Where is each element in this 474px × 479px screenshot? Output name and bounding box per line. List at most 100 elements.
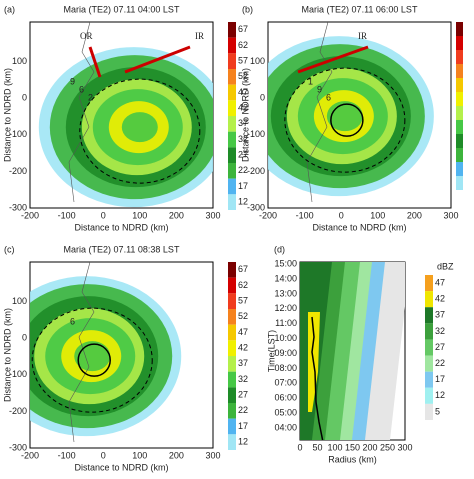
colorbar-swatch xyxy=(228,309,236,325)
y-tick-label: 09:00 xyxy=(274,348,297,358)
radar-echo xyxy=(268,22,434,203)
storm-mark: 6 xyxy=(70,316,75,326)
x-tick-label: 100 xyxy=(327,442,342,452)
colorbar-label: 32 xyxy=(435,326,445,336)
colorbar-label: 37 xyxy=(238,358,248,368)
colorbar-label: 17 xyxy=(238,421,248,431)
rainband-ring xyxy=(31,307,153,413)
panel-label: (c) xyxy=(4,244,15,254)
x-tick-label: 100 xyxy=(132,210,147,220)
colorbar-swatch xyxy=(228,371,236,388)
rmw-line xyxy=(311,316,324,440)
colorbar-label: 32 xyxy=(238,134,248,144)
storm-mark: 1 xyxy=(308,76,313,86)
colorbar-label: 27 xyxy=(435,342,445,352)
colorbar-label: 42 xyxy=(238,103,248,113)
x-axis-label: Distance to NDRD (km) xyxy=(74,462,168,472)
panel-label: (b) xyxy=(242,4,253,14)
y-tick-label: 11:00 xyxy=(275,318,297,328)
y-tick-label: 0 xyxy=(260,93,265,103)
y-tick-label: 13:00 xyxy=(274,288,297,298)
colorbar-swatch xyxy=(425,403,433,420)
colorbar-swatch xyxy=(228,403,236,419)
x-tick-label: 0 xyxy=(297,442,302,452)
panel-title: Maria (TE2) 07.11 06:00 LST xyxy=(302,4,418,14)
y-tick-label: 100 xyxy=(250,56,265,66)
storm-mark: 6 xyxy=(326,92,331,102)
colorbar-label: 52 xyxy=(238,71,248,81)
colorbar-swatch xyxy=(228,147,236,163)
colorbar-label: 5 xyxy=(435,406,440,416)
x-tick-label: 250 xyxy=(380,442,395,452)
colorbar-swatch xyxy=(228,116,236,132)
y-tick-label: -300 xyxy=(9,202,27,212)
colorbar-swatch xyxy=(228,131,236,148)
y-tick-label: 100 xyxy=(12,56,27,66)
y-tick-label: -200 xyxy=(9,406,27,416)
coastline xyxy=(68,22,95,203)
y-tick-label: -200 xyxy=(247,166,265,176)
y-axis-label: Distance to NDRD (km) xyxy=(2,68,12,162)
colorbar-swatch xyxy=(228,434,236,450)
y-tick-label: 14:00 xyxy=(274,273,297,283)
colorbar-swatch xyxy=(228,387,236,403)
colorbar-swatch xyxy=(425,339,433,356)
annotation: IR xyxy=(195,31,204,41)
colorbar-swatch xyxy=(228,356,236,372)
colorbar-swatch xyxy=(456,50,463,64)
y-tick-label: 04:00 xyxy=(274,422,297,432)
y-tick-label: -100 xyxy=(247,129,265,139)
x-tick-label: -100 xyxy=(58,210,76,220)
hovmoller xyxy=(300,262,405,440)
y-tick-label: -300 xyxy=(9,442,27,452)
colorbar-swatch xyxy=(425,355,433,372)
colorbar-label: 62 xyxy=(238,280,248,290)
x-tick-label: 100 xyxy=(370,210,385,220)
y-tick-label: 08:00 xyxy=(274,363,297,373)
arrow xyxy=(124,45,191,74)
colorbar-label: 57 xyxy=(238,56,248,66)
y-axis-label: Distance to NDRD (km) xyxy=(240,68,250,162)
x-tick-label: -200 xyxy=(21,210,39,220)
colorbar-swatch xyxy=(425,291,433,308)
x-tick-label: 300 xyxy=(205,210,220,220)
coastline xyxy=(68,262,95,443)
radar-echo xyxy=(30,262,182,443)
colorbar-label: 17 xyxy=(435,374,445,384)
eye-ring xyxy=(77,343,111,377)
colorbar-swatch xyxy=(456,120,463,134)
colorbar-title: dBZ xyxy=(437,261,454,271)
panel-title: Maria (TE2) 07.11 08:38 LST xyxy=(64,244,180,254)
x-axis-label: Distance to NDRD (km) xyxy=(74,222,168,232)
y-tick-label: 12:00 xyxy=(274,303,297,313)
colorbar-label: 37 xyxy=(435,310,445,320)
x-tick-label: -200 xyxy=(259,210,277,220)
y-tick-label: 06:00 xyxy=(274,393,297,403)
colorbar-swatch xyxy=(228,37,236,54)
colorbar-swatch xyxy=(228,53,236,69)
colorbar-swatch xyxy=(228,100,236,116)
storm-mark: 2 xyxy=(88,92,93,102)
y-tick-label: 0 xyxy=(22,93,27,103)
colorbar-swatch xyxy=(456,148,463,162)
echo-band xyxy=(121,112,158,143)
colorbar-swatch xyxy=(425,387,433,404)
colorbar-label: 12 xyxy=(435,390,445,400)
colorbar-label: 17 xyxy=(238,181,248,191)
x-tick-label: 200 xyxy=(362,442,377,452)
storm-mark: 9 xyxy=(317,84,322,94)
y-tick-label: -300 xyxy=(247,202,265,212)
x-axis-label: Distance to NDRD (km) xyxy=(312,222,406,232)
colorbar-swatch xyxy=(456,92,463,106)
colorbar-label: 67 xyxy=(238,264,248,274)
colorbar-label: 62 xyxy=(238,40,248,50)
colorbar-label: 47 xyxy=(238,87,248,97)
y-tick-label: 0 xyxy=(22,333,27,343)
x-tick-label: -200 xyxy=(21,450,39,460)
arrow xyxy=(297,45,369,74)
colorbar-swatch xyxy=(456,162,463,176)
colorbar-label: 12 xyxy=(238,437,248,447)
colorbar-swatch xyxy=(456,176,463,190)
y-axis-label: Distance to NDRD (km) xyxy=(2,308,12,402)
